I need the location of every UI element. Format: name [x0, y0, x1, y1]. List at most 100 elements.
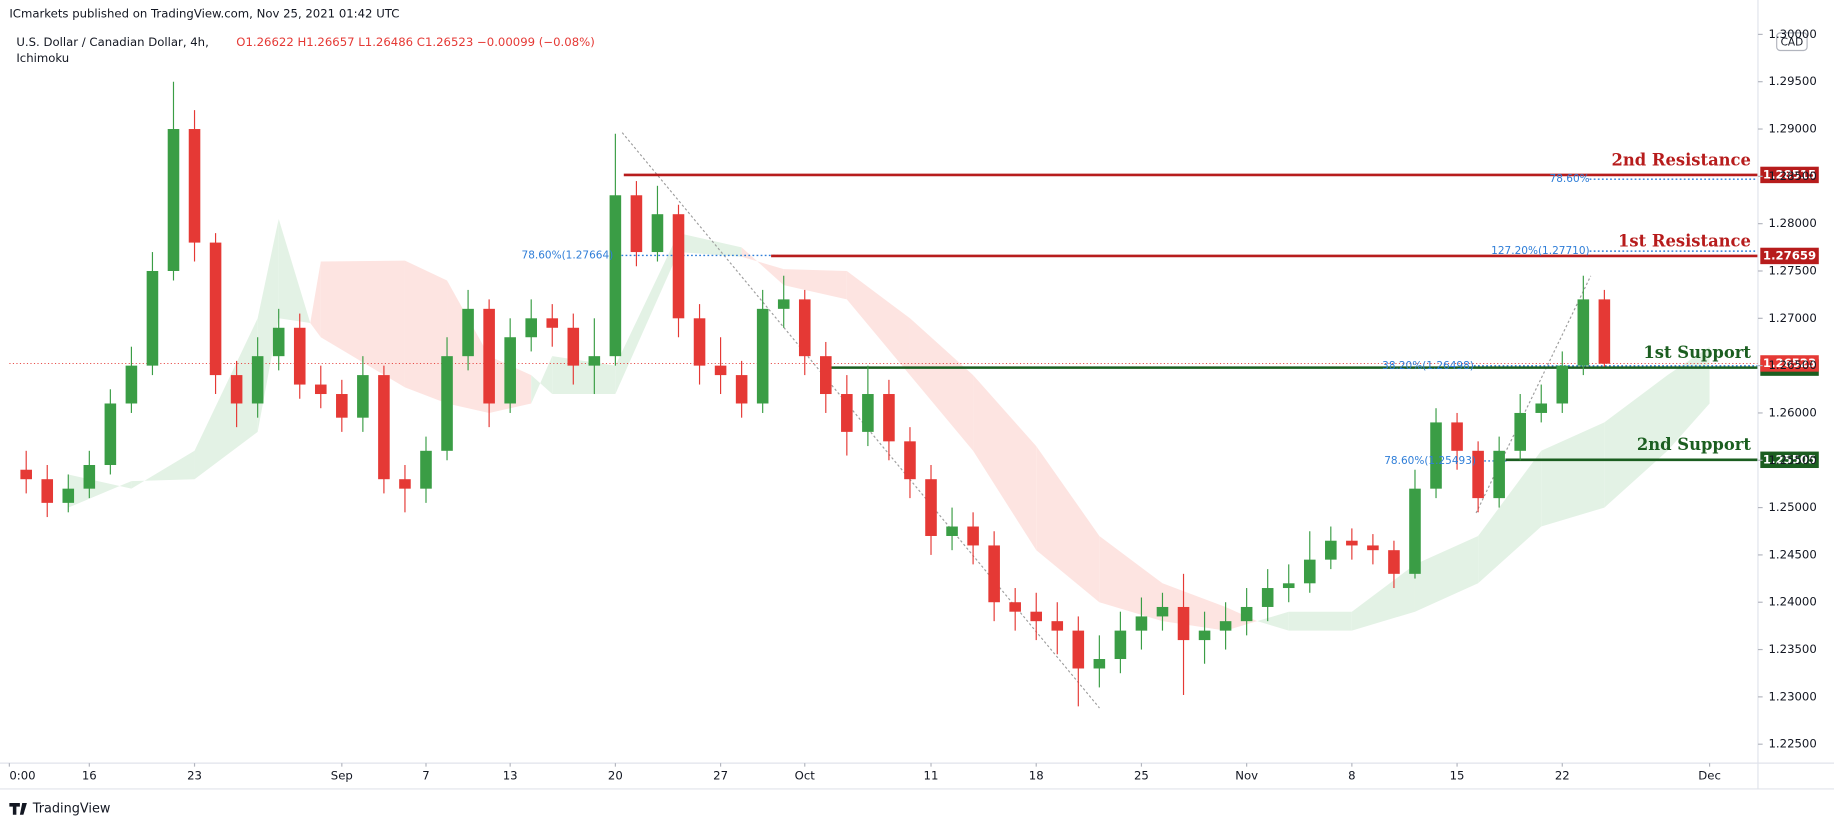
fib-label: 127.20%(1.27710) [1491, 245, 1589, 257]
candle-body [462, 308, 474, 357]
indicator: Ichimoku [16, 51, 69, 65]
fib-label: 38.20%(1.26498) [1382, 360, 1474, 372]
candle-body [967, 526, 979, 546]
cloud-segment [320, 260, 405, 388]
candle-body [314, 384, 327, 395]
y-tick-label: 1.26500 [1769, 358, 1817, 372]
candle-body [378, 375, 390, 480]
fib-label: 78.60%(1.27664) [522, 249, 614, 261]
price-badge [1760, 451, 1819, 469]
x-tick-label: 11 [924, 769, 939, 783]
candle-body [567, 327, 580, 366]
y-tick-label: 1.28500 [1769, 169, 1817, 183]
candle-body [504, 337, 516, 404]
y-tick-label: 1.23500 [1769, 642, 1817, 656]
y-tick-label: 1.29500 [1769, 74, 1817, 88]
candle-body [230, 375, 243, 404]
cloud-segment [1099, 535, 1163, 622]
cloud-segment [68, 474, 132, 508]
candle-body [1367, 545, 1379, 551]
cloud-segment [1162, 583, 1226, 631]
x-tick-label: 7 [422, 769, 429, 783]
candle-body [651, 214, 664, 253]
level-label: 2nd Resistance [1611, 150, 1750, 169]
cloud-segment [552, 356, 616, 395]
price-badge-label: 1.25505 [1763, 452, 1816, 466]
x-tick-label: 15 [1450, 769, 1465, 783]
cloud-segment [1288, 611, 1352, 631]
price-badge [1760, 247, 1819, 265]
candle-body [1009, 602, 1021, 612]
y-tick-label: 1.25000 [1769, 500, 1817, 514]
candle-body [20, 469, 32, 480]
candle-body [1493, 450, 1505, 499]
cloud-segment [404, 260, 448, 404]
candle-body [946, 526, 958, 536]
candle-body [357, 375, 369, 418]
cloud-segment [615, 233, 679, 395]
cloud-segment [278, 218, 311, 324]
candle-body [1261, 588, 1274, 607]
candle-body [1093, 659, 1106, 669]
cloud-segment [1351, 564, 1415, 631]
candle-body [188, 129, 201, 243]
last-price-label: 1.26523 [1763, 356, 1816, 370]
x-tick-label: 0:00 [9, 769, 35, 783]
fib-trend-line [621, 132, 1100, 709]
x-tick-label: Sep [331, 769, 353, 783]
x-tick-label: Nov [1235, 769, 1258, 783]
cloud-segment [783, 269, 847, 300]
candle-body [525, 318, 537, 338]
candle-body [1409, 488, 1421, 574]
publisher: ICmarkets published on TradingView.com, … [9, 7, 399, 21]
candle-body [209, 242, 222, 376]
candle-body [272, 327, 285, 357]
fib-label: 78.60% [1550, 173, 1590, 185]
y-tick-label: 1.23000 [1769, 689, 1817, 703]
cloud-segment [1541, 422, 1605, 527]
last-price-badge [1760, 355, 1819, 372]
x-tick-label: 16 [82, 769, 97, 783]
x-tick-label: 23 [187, 769, 202, 783]
cloud-segment [310, 261, 321, 338]
candle-body [1114, 630, 1127, 660]
candle-body [167, 129, 180, 271]
candle-body [546, 318, 559, 328]
y-tick-label: 1.29000 [1769, 122, 1817, 136]
symbol: U.S. Dollar / Canadian Dollar, 4h, [16, 35, 208, 49]
y-tick-label: 1.24000 [1769, 595, 1817, 609]
candle-body [293, 327, 306, 385]
candle-body [83, 465, 96, 489]
y-tick-label: 1.22500 [1769, 737, 1817, 751]
candle-body [630, 195, 643, 253]
cloud-segment [1414, 535, 1479, 612]
candle-body [904, 441, 916, 480]
candle-body [1135, 616, 1148, 631]
candle-body [1072, 630, 1085, 669]
candle-body [988, 545, 1000, 603]
candle-body [1535, 403, 1548, 413]
candle-body [1514, 412, 1526, 451]
candle-body [862, 394, 874, 432]
labels-layer: 78.60%(1.27664) 78.60% 127.20%(1.27710) 38.… [522, 150, 1819, 469]
x-tick-label: 20 [608, 769, 623, 783]
candle-body [1346, 540, 1358, 546]
x-tick-label: Oct [795, 769, 816, 783]
candle-body [693, 318, 706, 366]
candle-body [104, 403, 117, 466]
x-tick-label: 25 [1134, 769, 1149, 783]
x-tick-label: 13 [503, 769, 518, 783]
candle-body [777, 299, 790, 309]
candle-body [1240, 606, 1253, 622]
candle-body [1030, 611, 1043, 622]
y-tick-label: 1.30000 [1769, 27, 1817, 41]
candle-body [588, 356, 601, 366]
candle-body [420, 450, 432, 489]
y-tick-label: 1.27500 [1769, 263, 1817, 277]
ohlc: O1.26622 H1.26657 L1.26486 C1.26523 −0.0… [236, 35, 595, 49]
cloud-segment [846, 270, 910, 376]
cloud-segment [1036, 446, 1100, 603]
brand: TradingView [32, 801, 111, 816]
candle-body [1303, 559, 1316, 584]
